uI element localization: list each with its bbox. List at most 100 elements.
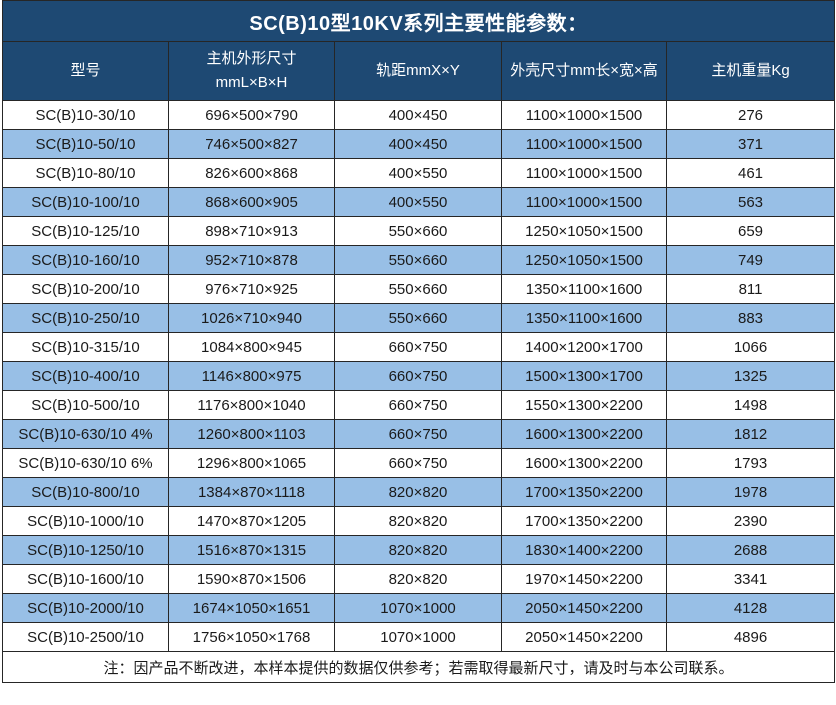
table-row: SC(B)10-1000/10 1470×870×1205 820×820 1700×…: [2, 506, 836, 536]
host-weight-cell: 1325: [665, 361, 836, 391]
table-row: SC(B)10-100/10 868×600×905 400×550 1100×100…: [2, 187, 836, 217]
track-gauge-cell: 820×820: [334, 535, 502, 565]
model-cell: SC(B)10-125/10: [2, 216, 169, 246]
shell-dimensions-cell: 1550×1300×2200: [501, 390, 667, 420]
shell-dimensions-cell: 1250×1050×1500: [501, 216, 667, 246]
shell-dimensions-cell: 1700×1350×2200: [501, 506, 667, 536]
host-weight-cell: 3341: [665, 564, 836, 594]
column-header-host-dimensions: 主机外形尺寸 mmL×B×H: [168, 41, 335, 101]
model-cell: SC(B)10-2000/10: [2, 593, 169, 623]
host-dimensions-cell: 868×600×905: [168, 187, 335, 217]
table-row: SC(B)10-800/10 1384×870×1118 820×820 1700×1…: [2, 477, 836, 507]
host-dimensions-cell: 1756×1050×1768: [168, 622, 335, 652]
column-header-host-weight: 主机重量Kg: [665, 41, 836, 101]
shell-dimensions-cell: 1350×1100×1600: [501, 303, 667, 333]
shell-dimensions-cell: 1100×1000×1500: [501, 129, 667, 159]
shell-dimensions-cell: 2050×1450×2200: [501, 593, 667, 623]
host-dimensions-cell: 1384×870×1118: [168, 477, 335, 507]
table-head: SC(B)10型10KV系列主要性能参数： 型号 主机外形尺寸 mmL×B×H …: [1, 0, 836, 101]
host-weight-cell: 4128: [665, 593, 836, 623]
track-gauge-cell: 1070×1000: [334, 622, 502, 652]
host-weight-cell: 563: [665, 187, 836, 217]
model-cell: SC(B)10-630/10 6%: [2, 448, 169, 478]
table-row: SC(B)10-630/10 6% 1296×800×1065 660×750 160…: [2, 448, 836, 478]
model-cell: SC(B)10-250/10: [2, 303, 169, 333]
host-weight-cell: 1978: [665, 477, 836, 507]
host-dimensions-cell: 1176×800×1040: [168, 390, 335, 420]
host-weight-cell: 371: [665, 129, 836, 159]
host-weight-cell: 749: [665, 245, 836, 275]
host-dimensions-cell: 976×710×925: [168, 274, 335, 304]
table-row: SC(B)10-630/10 4% 1260×800×1103 660×750 160…: [2, 419, 836, 449]
model-cell: SC(B)10-100/10: [2, 187, 169, 217]
header-row: 型号 主机外形尺寸 mmL×B×H 轨距mmX×Y 外壳尺寸mm长×宽×高 主机…: [2, 41, 836, 101]
track-gauge-cell: 550×660: [334, 245, 502, 275]
column-header-track-gauge: 轨距mmX×Y: [334, 41, 502, 101]
shell-dimensions-cell: 1600×1300×2200: [501, 448, 667, 478]
shell-dimensions-cell: 1100×1000×1500: [501, 187, 667, 217]
host-weight-cell: 1066: [665, 332, 836, 362]
host-dimensions-cell: 1026×710×940: [168, 303, 335, 333]
host-weight-cell: 811: [665, 274, 836, 304]
model-cell: SC(B)10-315/10: [2, 332, 169, 362]
host-dimensions-cell: 1296×800×1065: [168, 448, 335, 478]
host-weight-cell: 4896: [665, 622, 836, 652]
shell-dimensions-cell: 1970×1450×2200: [501, 564, 667, 594]
track-gauge-cell: 660×750: [334, 361, 502, 391]
shell-dimensions-cell: 2050×1450×2200: [501, 622, 667, 652]
shell-dimensions-cell: 1700×1350×2200: [501, 477, 667, 507]
table-body: SC(B)10-30/10 696×500×790 400×450 1100×1000…: [2, 100, 836, 652]
host-weight-cell: 2688: [665, 535, 836, 565]
table-foot: 注：因产品不断改进，本样本提供的数据仅供参考；若需取得最新尺寸，请及时与本公司联…: [1, 651, 836, 683]
table-row: SC(B)10-2000/10 1674×1050×1651 1070×1000 20…: [2, 593, 836, 623]
spec-table: SC(B)10型10KV系列主要性能参数： 型号 主机外形尺寸 mmL×B×H …: [1, 0, 836, 683]
track-gauge-cell: 550×660: [334, 216, 502, 246]
track-gauge-cell: 820×820: [334, 477, 502, 507]
track-gauge-cell: 660×750: [334, 332, 502, 362]
host-dimensions-cell: 696×500×790: [168, 100, 335, 130]
host-weight-cell: 276: [665, 100, 836, 130]
table-row: SC(B)10-315/10 1084×800×945 660×750 1400×12…: [2, 332, 836, 362]
model-cell: SC(B)10-630/10 4%: [2, 419, 169, 449]
host-dimensions-cell: 898×710×913: [168, 216, 335, 246]
table-row: SC(B)10-200/10 976×710×925 550×660 1350×110…: [2, 274, 836, 304]
host-dimensions-cell: 952×710×878: [168, 245, 335, 275]
host-dimensions-cell: 1084×800×945: [168, 332, 335, 362]
model-cell: SC(B)10-2500/10: [2, 622, 169, 652]
track-gauge-cell: 1070×1000: [334, 593, 502, 623]
track-gauge-cell: 550×660: [334, 303, 502, 333]
track-gauge-cell: 400×450: [334, 100, 502, 130]
model-cell: SC(B)10-200/10: [2, 274, 169, 304]
track-gauge-cell: 400×550: [334, 158, 502, 188]
shell-dimensions-cell: 1600×1300×2200: [501, 419, 667, 449]
table-row: SC(B)10-400/10 1146×800×975 660×750 1500×13…: [2, 361, 836, 391]
model-cell: SC(B)10-1000/10: [2, 506, 169, 536]
table-row: SC(B)10-50/10 746×500×827 400×450 1100×1000…: [2, 129, 836, 159]
host-dimensions-cell: 1470×870×1205: [168, 506, 335, 536]
model-cell: SC(B)10-160/10: [2, 245, 169, 275]
table-row: SC(B)10-30/10 696×500×790 400×450 1100×1000…: [2, 100, 836, 130]
track-gauge-cell: 660×750: [334, 419, 502, 449]
table-row: SC(B)10-160/10 952×710×878 550×660 1250×105…: [2, 245, 836, 275]
host-dimensions-cell: 1146×800×975: [168, 361, 335, 391]
table-row: SC(B)10-500/10 1176×800×1040 660×750 1550×1…: [2, 390, 836, 420]
note-row: 注：因产品不断改进，本样本提供的数据仅供参考；若需取得最新尺寸，请及时与本公司联…: [1, 651, 836, 683]
table-row: SC(B)10-1250/10 1516×870×1315 820×820 1830×…: [2, 535, 836, 565]
shell-dimensions-cell: 1100×1000×1500: [501, 100, 667, 130]
table-row: SC(B)10-250/10 1026×710×940 550×660 1350×11…: [2, 303, 836, 333]
model-cell: SC(B)10-30/10: [2, 100, 169, 130]
track-gauge-cell: 660×750: [334, 448, 502, 478]
track-gauge-cell: 820×820: [334, 564, 502, 594]
shell-dimensions-cell: 1830×1400×2200: [501, 535, 667, 565]
host-weight-cell: 659: [665, 216, 836, 246]
host-weight-cell: 1812: [665, 419, 836, 449]
track-gauge-cell: 660×750: [334, 390, 502, 420]
table-note: 注：因产品不断改进，本样本提供的数据仅供参考；若需取得最新尺寸，请及时与本公司联…: [1, 651, 836, 683]
host-weight-cell: 1498: [665, 390, 836, 420]
table-row: SC(B)10-125/10 898×710×913 550×660 1250×105…: [2, 216, 836, 246]
shell-dimensions-cell: 1500×1300×1700: [501, 361, 667, 391]
table-row: SC(B)10-80/10 826×600×868 400×550 1100×1000…: [2, 158, 836, 188]
model-cell: SC(B)10-500/10: [2, 390, 169, 420]
shell-dimensions-cell: 1400×1200×1700: [501, 332, 667, 362]
